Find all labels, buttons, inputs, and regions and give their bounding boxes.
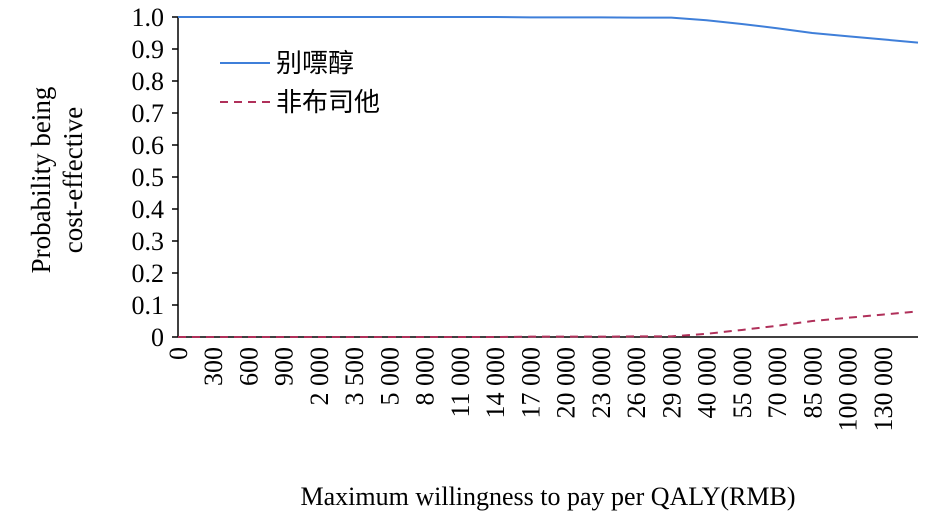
legend-label: 非布司他 (276, 88, 380, 117)
y-tick-label: 0.2 (132, 259, 165, 288)
y-tick-label: 0 (151, 323, 164, 352)
series-line (178, 310, 919, 338)
y-tick-label: 0.6 (132, 131, 165, 160)
x-tick-label: 600 (234, 347, 263, 386)
x-tick-label: 3 500 (340, 347, 369, 406)
x-tick-label: 23 000 (587, 347, 616, 419)
x-tick-label: 26 000 (622, 347, 651, 419)
x-tick-label: 17 000 (516, 347, 545, 419)
y-axis-label: cost-effective (58, 107, 88, 253)
y-tick-label: 1.0 (132, 3, 165, 32)
x-tick-label: 8 000 (411, 347, 440, 406)
y-tick-label: 0.3 (132, 227, 165, 256)
y-tick-label: 0.9 (132, 35, 165, 64)
x-axis-label: Maximum willingness to pay per QALY(RMB) (301, 482, 796, 511)
y-tick-label: 0.5 (132, 163, 165, 192)
x-tick-label: 11 000 (446, 347, 475, 418)
legend-label: 别嘌醇 (276, 49, 354, 78)
y-tick-label: 0.8 (132, 67, 165, 96)
x-tick-label: 5 000 (375, 347, 404, 406)
x-tick-label: 300 (199, 347, 228, 386)
x-tick-label: 130 000 (869, 347, 898, 432)
x-tick-label: 55 000 (728, 347, 757, 419)
x-tick-label: 29 000 (657, 347, 686, 419)
x-tick-label: 2 000 (305, 347, 334, 406)
y-axis-label: Probability being (26, 87, 56, 274)
x-tick-label: 40 000 (693, 347, 722, 419)
x-tick-label: 0 (164, 347, 193, 360)
x-tick-label: 14 000 (481, 347, 510, 419)
y-tick-label: 0.1 (132, 291, 165, 320)
x-tick-label: 85 000 (798, 347, 827, 419)
y-tick-label: 0.4 (132, 195, 165, 224)
x-tick-label: 900 (270, 347, 299, 386)
series-line (178, 16, 919, 44)
x-tick-label: 70 000 (763, 347, 792, 419)
y-tick-label: 0.7 (132, 99, 165, 128)
x-tick-label: 100 000 (834, 347, 863, 432)
x-tick-label: 20 000 (552, 347, 581, 419)
